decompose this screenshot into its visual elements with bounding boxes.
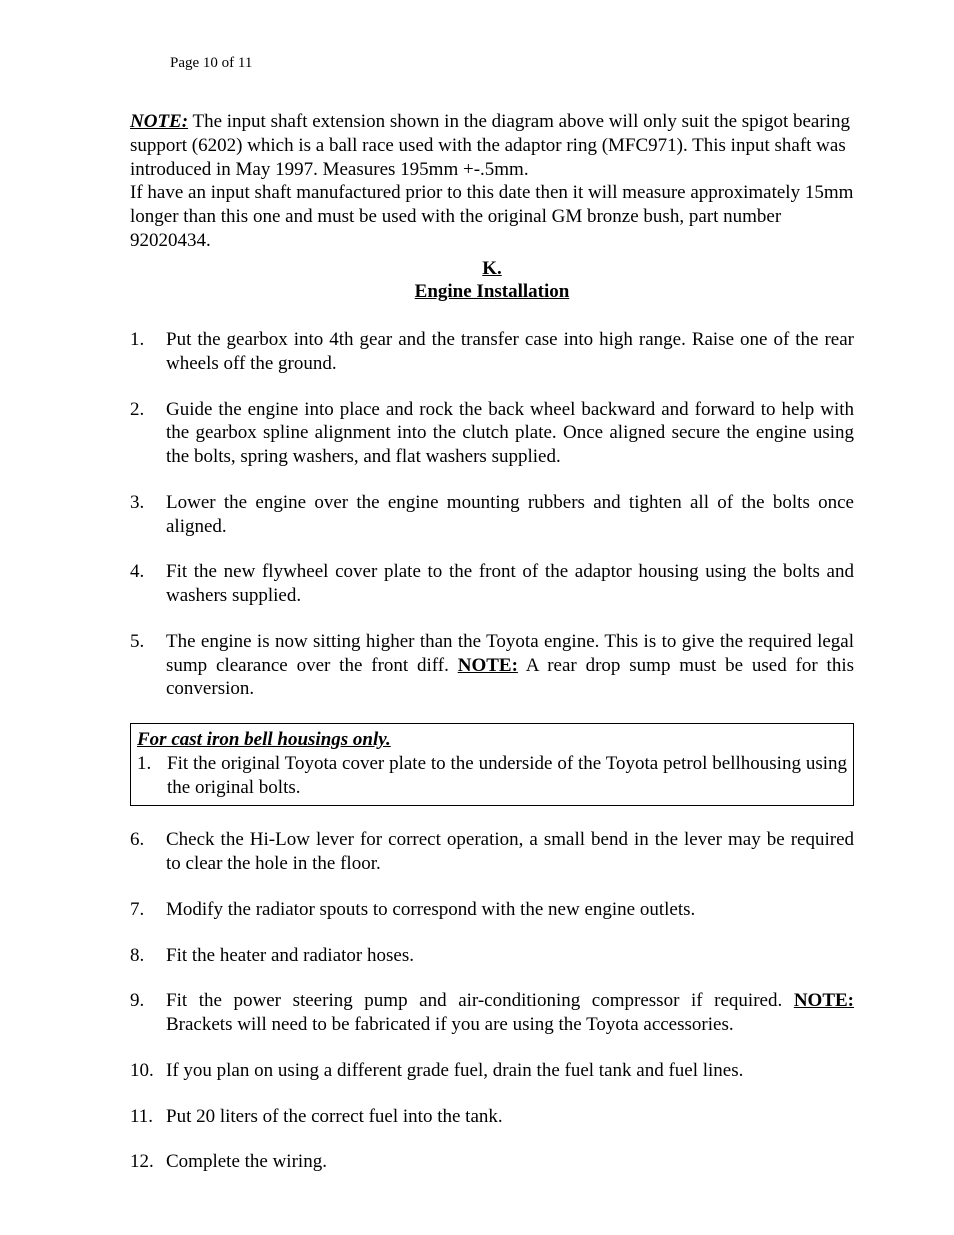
list-item: Put 20 liters of the correct fuel into t… (130, 1105, 854, 1129)
instruction-list-a: Put the gearbox into 4th gear and the tr… (130, 328, 854, 701)
inline-note-label: NOTE: (458, 655, 518, 676)
list-item: Fit the original Toyota cover plate to t… (137, 752, 847, 800)
list-item: Put the gearbox into 4th gear and the tr… (130, 328, 854, 376)
note-paragraph: NOTE: The input shaft extension shown in… (130, 110, 854, 253)
inline-note-label: NOTE: (794, 990, 854, 1011)
item9-pre: Fit the power steering pump and air-cond… (166, 990, 794, 1011)
note-body-2: If have an input shaft manufactured prio… (130, 182, 853, 251)
note-label: NOTE: (130, 111, 188, 132)
note-body-1: The input shaft extension shown in the d… (130, 111, 850, 180)
item9-post: Brackets will need to be fabricated if y… (166, 1014, 734, 1035)
list-item: Lower the engine over the engine mountin… (130, 491, 854, 539)
section-letter: K. (482, 258, 502, 279)
boxed-section: For cast iron bell housings only. Fit th… (130, 723, 854, 806)
page-number-header: Page 10 of 11 (170, 55, 854, 72)
section-title: Engine Installation (415, 281, 570, 302)
list-item: Guide the engine into place and rock the… (130, 398, 854, 469)
list-item: Modify the radiator spouts to correspond… (130, 898, 854, 922)
document-page: Page 10 of 11 NOTE: The input shaft exte… (0, 0, 954, 1235)
boxed-list: Fit the original Toyota cover plate to t… (137, 752, 847, 800)
list-item: Fit the new flywheel cover plate to the … (130, 560, 854, 608)
list-item: Check the Hi-Low lever for correct opera… (130, 828, 854, 876)
list-item: Fit the heater and radiator hoses. (130, 944, 854, 968)
section-heading: K. Engine Installation (130, 257, 854, 305)
list-item: Complete the wiring. (130, 1150, 854, 1174)
boxed-title: For cast iron bell housings only. (137, 728, 847, 752)
list-item: Fit the power steering pump and air-cond… (130, 989, 854, 1037)
instruction-list-b: Check the Hi-Low lever for correct opera… (130, 828, 854, 1174)
list-item: The engine is now sitting higher than th… (130, 630, 854, 701)
list-item: If you plan on using a different grade f… (130, 1059, 854, 1083)
